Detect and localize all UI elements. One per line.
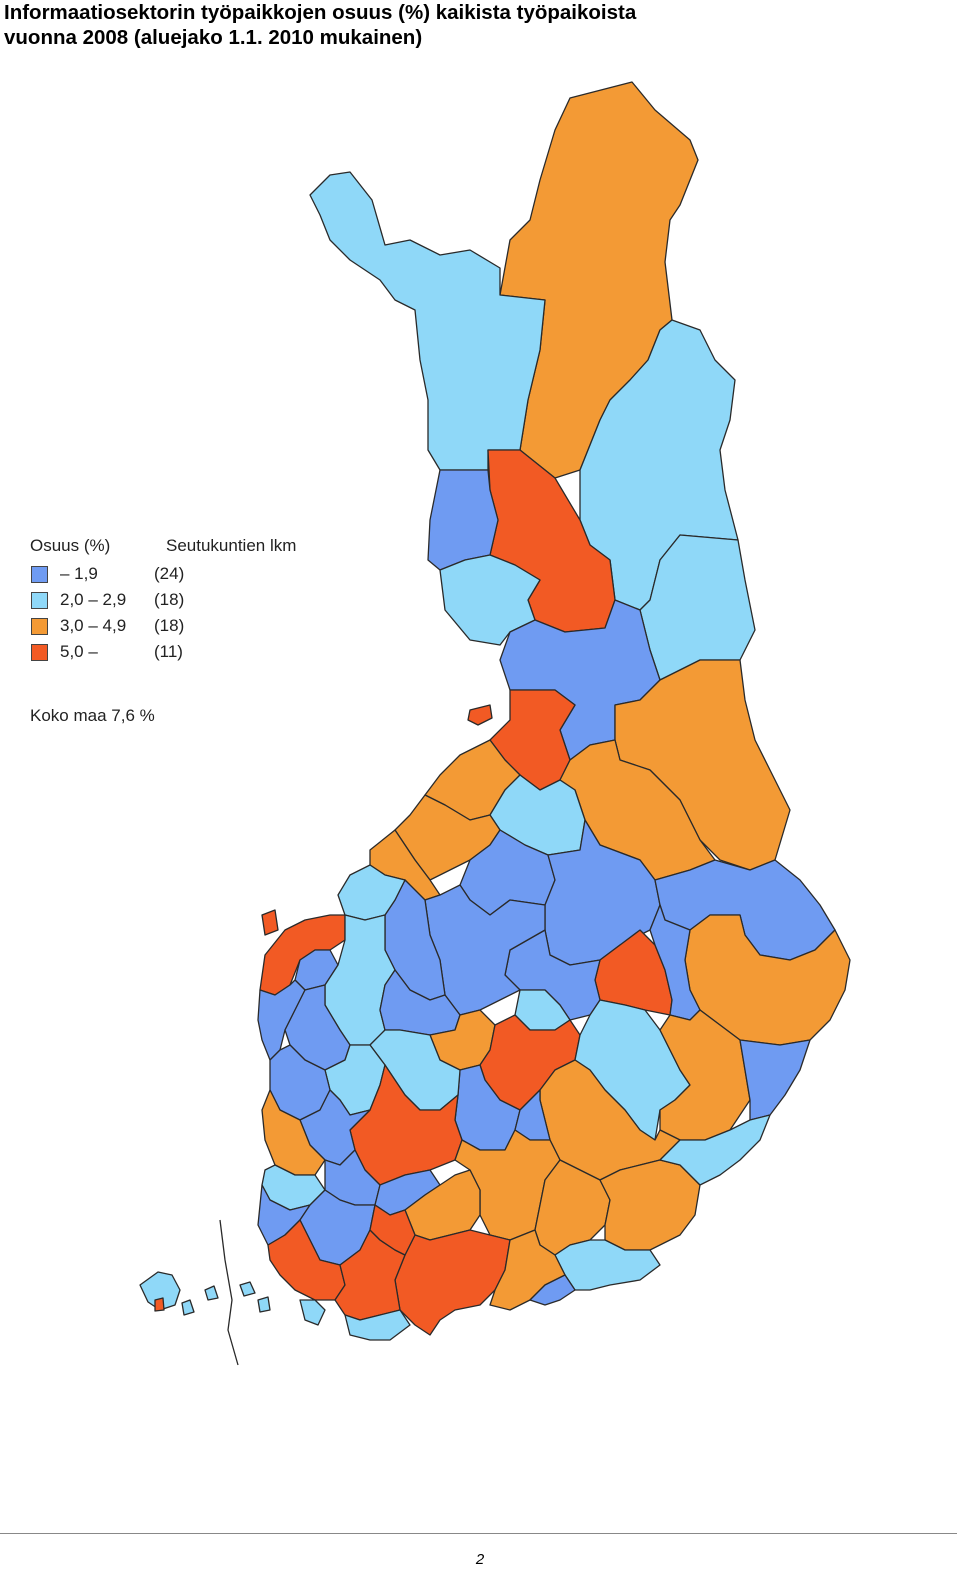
- sea-border-line: [219, 1219, 239, 1366]
- map-legend: Osuus (%) Seutukuntien lkm – 1,9 (24) 2,…: [30, 536, 350, 725]
- legend-count: (24): [154, 564, 185, 583]
- region-espoo: [369, 1204, 416, 1256]
- region-northwest-lapland: [309, 171, 546, 471]
- region-imatra: [659, 1114, 771, 1186]
- region-vaasa-island: [261, 909, 279, 936]
- legend-header-share: Osuus (%): [30, 536, 111, 555]
- legend-range: – 1,9: [60, 564, 98, 583]
- region-imatra-lappeenranta: [599, 1159, 701, 1251]
- legend-count: (18): [154, 616, 185, 635]
- legend-count: (18): [154, 590, 185, 609]
- legend-class-mid: 2,0 – 2,9 (18): [30, 588, 350, 614]
- region-keski-karjala: [739, 1039, 811, 1121]
- region-loviisa: [529, 1274, 576, 1306]
- region-aland-islet-2: [204, 1285, 219, 1301]
- legend-range: 2,0 – 2,9: [60, 590, 127, 609]
- legend-total: Koko maa 7,6 %: [30, 706, 155, 725]
- title-line-2: vuonna 2008 (aluejako 1.1. 2010 mukainen…: [4, 26, 423, 49]
- legend-class-top: 5,0 – (11): [30, 640, 350, 666]
- legend-swatch-mid: [31, 592, 48, 609]
- legend-header: Osuus (%) Seutukuntien lkm: [30, 536, 350, 562]
- footer-divider: [0, 1533, 957, 1534]
- region-lansi-uusimaa: [344, 1309, 411, 1341]
- map-title: Informaatiosektorin työpaikkojen osuus (…: [4, 0, 944, 50]
- region-archipelago-1: [239, 1281, 256, 1297]
- legend-range: 5,0 –: [60, 642, 98, 661]
- legend-swatch-top: [31, 644, 48, 661]
- region-aland: [139, 1271, 181, 1311]
- region-aboland: [299, 1299, 326, 1326]
- legend-range: 3,0 – 4,9: [60, 616, 127, 635]
- region-pietarsaari: [337, 864, 406, 921]
- region-aland-island: [154, 1297, 165, 1312]
- legend-count: (11): [154, 642, 183, 661]
- region-archipelago-2: [257, 1296, 271, 1313]
- region-aland-islet-1: [181, 1299, 195, 1316]
- legend-class-high: 3,0 – 4,9 (18): [30, 614, 350, 640]
- region-helsinki: [394, 1229, 511, 1336]
- region-hailuoto: [467, 704, 493, 726]
- title-line-1: Informaatiosektorin työpaikkojen osuus (…: [4, 1, 637, 24]
- legend-swatch-low: [31, 566, 48, 583]
- legend-swatch-high: [31, 618, 48, 635]
- region-kemi-tornio: [439, 554, 541, 646]
- page-number: 2: [475, 1551, 485, 1568]
- legend-header-count: Seutukuntien lkm: [166, 536, 297, 555]
- legend-class-low: – 1,9 (24): [30, 562, 350, 588]
